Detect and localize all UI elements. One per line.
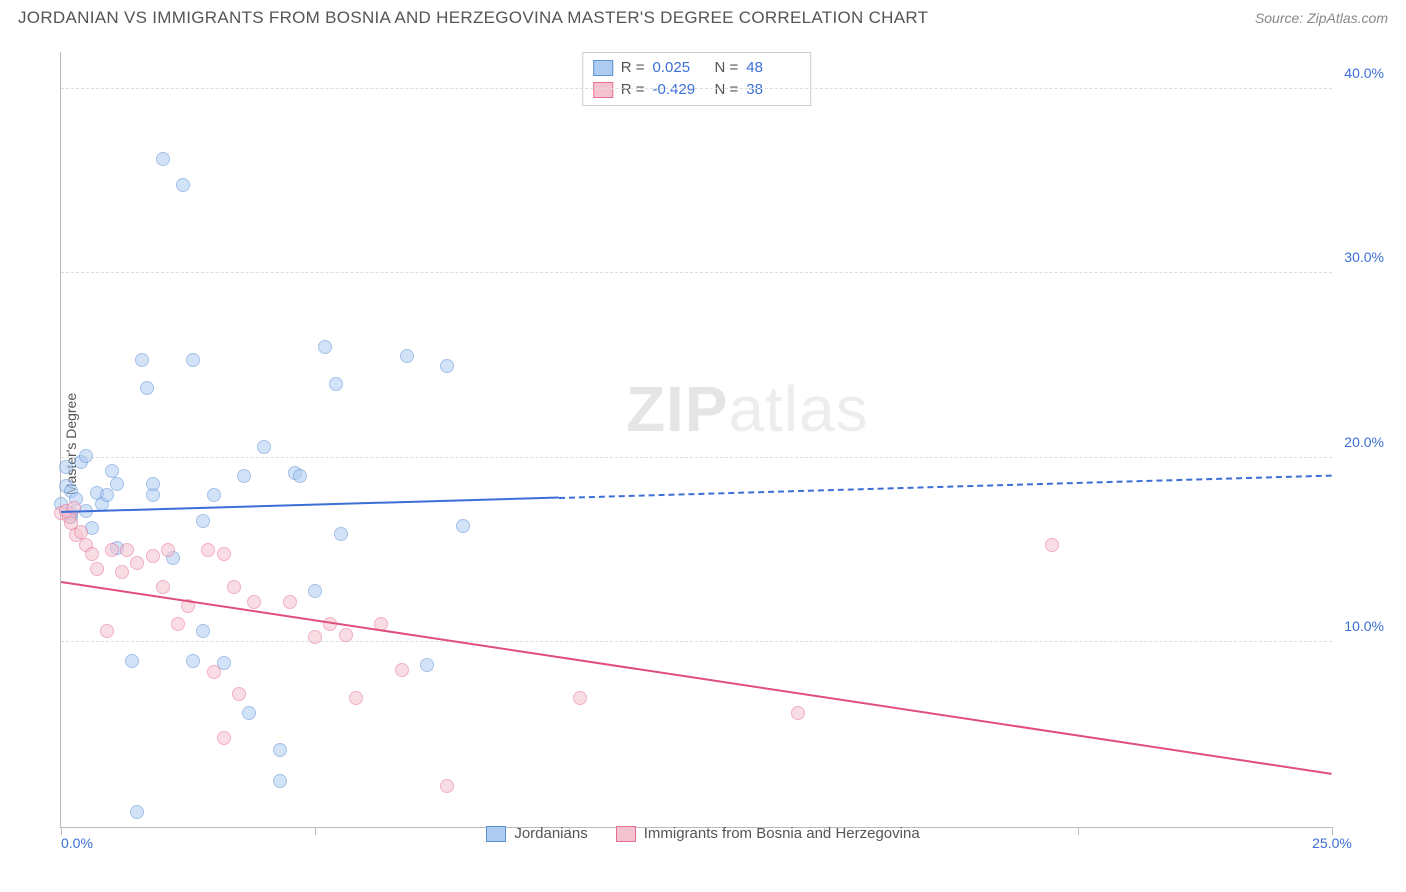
y-tick-label: 30.0% [1344,249,1384,265]
legend-item-jordanians: Jordanians [486,825,587,842]
r-value-bosnia: -0.429 [653,79,707,101]
data-point-jordanians [273,743,287,757]
data-point-jordanians [196,514,210,528]
data-point-jordanians [156,152,170,166]
data-point-bosnia [156,580,170,594]
data-point-jordanians [130,805,144,819]
n-label: N = [715,79,739,101]
gridline [61,641,1332,642]
swatch-jordanians-bottom [486,826,506,842]
data-point-bosnia [791,706,805,720]
r-value-jordanians: 0.025 [653,57,707,79]
y-tick-label: 40.0% [1344,65,1384,81]
data-point-bosnia [339,628,353,642]
r-label: R = [621,79,645,101]
stats-legend: R = 0.025 N = 48 R = -0.429 N = 38 [582,52,812,106]
gridline [61,457,1332,458]
plot-area: ZIPatlas R = 0.025 N = 48 R = -0.429 N =… [60,52,1332,828]
legend-item-bosnia: Immigrants from Bosnia and Herzegovina [616,825,920,842]
series-legend: Jordanians Immigrants from Bosnia and He… [18,825,1388,842]
data-point-bosnia [232,687,246,701]
n-value-bosnia: 38 [746,79,800,101]
data-point-bosnia [1045,538,1059,552]
swatch-bosnia [593,82,613,98]
data-point-bosnia [161,543,175,557]
legend-label-jordanians: Jordanians [514,825,587,842]
chart-header: JORDANIAN VS IMMIGRANTS FROM BOSNIA AND … [0,0,1406,32]
source-attribution: Source: ZipAtlas.com [1255,10,1388,26]
legend-label-bosnia: Immigrants from Bosnia and Herzegovina [644,825,920,842]
data-point-bosnia [349,691,363,705]
data-point-jordanians [79,449,93,463]
data-point-bosnia [100,624,114,638]
swatch-bosnia-bottom [616,826,636,842]
watermark-part2: atlas [729,373,869,445]
data-point-jordanians [334,527,348,541]
data-point-bosnia [90,562,104,576]
data-point-jordanians [273,774,287,788]
data-point-jordanians [440,359,454,373]
data-point-jordanians [237,469,251,483]
data-point-jordanians [456,519,470,533]
data-point-jordanians [176,178,190,192]
data-point-jordanians [140,381,154,395]
data-point-jordanians [59,460,73,474]
watermark-part1: ZIP [626,373,729,445]
n-label: N = [715,57,739,79]
data-point-jordanians [105,464,119,478]
data-point-jordanians [400,349,414,363]
gridline [61,272,1332,273]
data-point-bosnia [217,731,231,745]
data-point-jordanians [135,353,149,367]
data-point-jordanians [125,654,139,668]
data-point-jordanians [196,624,210,638]
stats-row-jordanians: R = 0.025 N = 48 [593,57,801,79]
data-point-bosnia [573,691,587,705]
r-label: R = [621,57,645,79]
data-point-bosnia [74,525,88,539]
data-point-bosnia [247,595,261,609]
data-point-bosnia [207,665,221,679]
data-point-bosnia [115,565,129,579]
trend-line-dashed-jordanians [559,474,1332,498]
data-point-bosnia [201,543,215,557]
data-point-jordanians [186,654,200,668]
trend-line-bosnia [61,581,1332,775]
data-point-bosnia [395,663,409,677]
watermark-logo: ZIPatlas [626,372,869,446]
data-point-bosnia [130,556,144,570]
data-point-jordanians [110,477,124,491]
data-point-bosnia [440,779,454,793]
gridline [61,88,1332,89]
trend-line-jordanians [61,497,559,513]
stats-row-bosnia: R = -0.429 N = 38 [593,79,801,101]
chart-container: Master's Degree ZIPatlas R = 0.025 N = 4… [18,40,1388,848]
data-point-jordanians [242,706,256,720]
data-point-jordanians [207,488,221,502]
swatch-jordanians [593,60,613,76]
data-point-bosnia [120,543,134,557]
y-tick-label: 20.0% [1344,434,1384,450]
y-tick-label: 10.0% [1344,618,1384,634]
chart-title: JORDANIAN VS IMMIGRANTS FROM BOSNIA AND … [18,8,928,28]
data-point-jordanians [100,488,114,502]
data-point-bosnia [227,580,241,594]
data-point-jordanians [420,658,434,672]
data-point-bosnia [171,617,185,631]
data-point-jordanians [293,469,307,483]
data-point-bosnia [217,547,231,561]
data-point-bosnia [308,630,322,644]
data-point-jordanians [308,584,322,598]
data-point-bosnia [146,549,160,563]
data-point-bosnia [283,595,297,609]
data-point-jordanians [318,340,332,354]
data-point-jordanians [146,477,160,491]
data-point-jordanians [186,353,200,367]
data-point-jordanians [257,440,271,454]
n-value-jordanians: 48 [746,57,800,79]
data-point-bosnia [105,543,119,557]
data-point-jordanians [329,377,343,391]
data-point-bosnia [85,547,99,561]
